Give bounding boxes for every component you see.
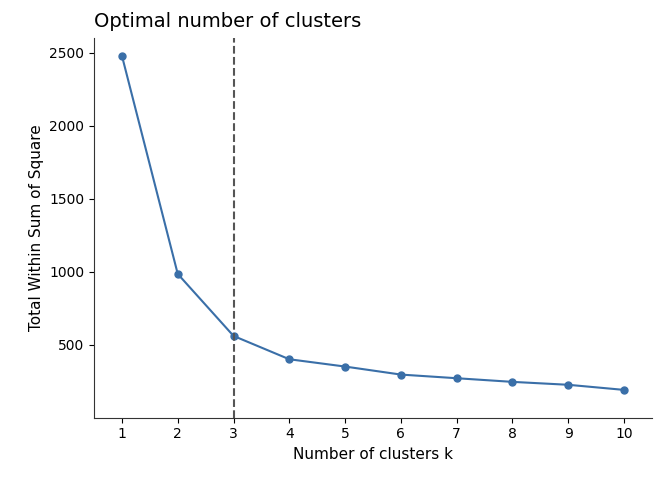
- Text: Optimal number of clusters: Optimal number of clusters: [94, 12, 362, 31]
- Y-axis label: Total Within Sum of Square: Total Within Sum of Square: [29, 125, 44, 331]
- X-axis label: Number of clusters k: Number of clusters k: [293, 447, 453, 462]
